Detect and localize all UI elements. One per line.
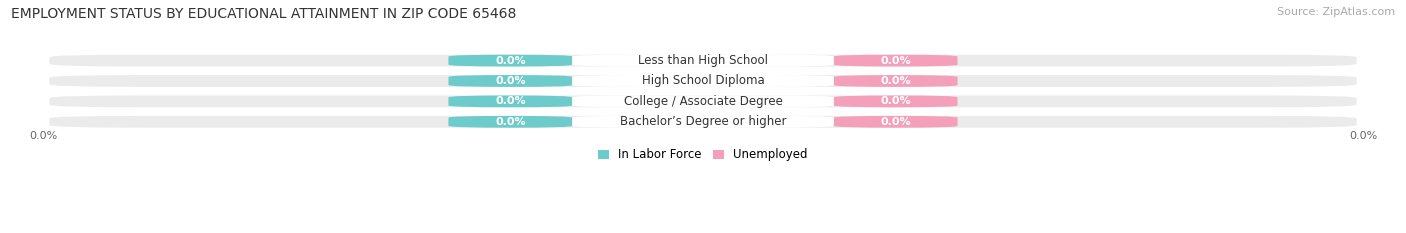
Text: 0.0%: 0.0%	[495, 96, 526, 106]
Text: Source: ZipAtlas.com: Source: ZipAtlas.com	[1277, 7, 1395, 17]
FancyBboxPatch shape	[49, 75, 1357, 87]
Text: 0.0%: 0.0%	[495, 56, 526, 65]
Text: 0.0%: 0.0%	[880, 76, 911, 86]
Text: EMPLOYMENT STATUS BY EDUCATIONAL ATTAINMENT IN ZIP CODE 65468: EMPLOYMENT STATUS BY EDUCATIONAL ATTAINM…	[11, 7, 516, 21]
FancyBboxPatch shape	[572, 75, 834, 87]
Text: 0.0%: 0.0%	[880, 117, 911, 127]
Text: College / Associate Degree: College / Associate Degree	[624, 95, 782, 108]
Text: 0.0%: 0.0%	[880, 56, 911, 65]
FancyBboxPatch shape	[449, 55, 572, 66]
FancyBboxPatch shape	[49, 96, 1357, 107]
FancyBboxPatch shape	[834, 116, 957, 128]
Text: High School Diploma: High School Diploma	[641, 75, 765, 87]
Text: 0.0%: 0.0%	[880, 96, 911, 106]
Text: Bachelor’s Degree or higher: Bachelor’s Degree or higher	[620, 115, 786, 128]
FancyBboxPatch shape	[49, 55, 1357, 66]
Text: 0.0%: 0.0%	[1348, 131, 1378, 141]
Text: Less than High School: Less than High School	[638, 54, 768, 67]
FancyBboxPatch shape	[449, 96, 572, 107]
FancyBboxPatch shape	[834, 75, 957, 87]
Text: 0.0%: 0.0%	[495, 117, 526, 127]
Text: 0.0%: 0.0%	[28, 131, 58, 141]
FancyBboxPatch shape	[834, 55, 957, 66]
FancyBboxPatch shape	[49, 116, 1357, 128]
FancyBboxPatch shape	[449, 116, 572, 128]
FancyBboxPatch shape	[572, 55, 834, 66]
Legend: In Labor Force, Unemployed: In Labor Force, Unemployed	[593, 144, 813, 166]
FancyBboxPatch shape	[572, 116, 834, 128]
Text: 0.0%: 0.0%	[495, 76, 526, 86]
FancyBboxPatch shape	[449, 75, 572, 87]
FancyBboxPatch shape	[834, 96, 957, 107]
FancyBboxPatch shape	[572, 96, 834, 107]
